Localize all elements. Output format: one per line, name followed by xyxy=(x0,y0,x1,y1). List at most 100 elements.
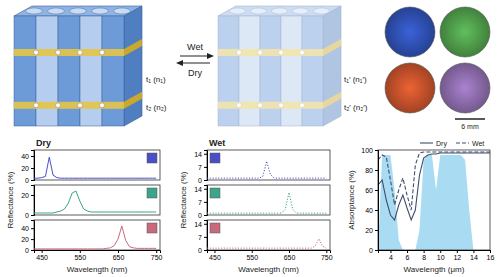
tick-mark xyxy=(204,237,207,238)
spectrum-line xyxy=(34,191,156,213)
tick-mark xyxy=(204,224,207,225)
tick-mark xyxy=(31,195,34,196)
legend: DryWet xyxy=(420,140,484,148)
axis: 46810121416 xyxy=(379,250,495,261)
tick: 40 xyxy=(365,207,378,214)
pillar-top xyxy=(48,8,65,14)
arrow-head xyxy=(176,60,183,66)
tick-label: 450 xyxy=(209,254,221,261)
color-swatch xyxy=(210,223,220,233)
tick-mark xyxy=(80,250,81,253)
tick-mark xyxy=(375,230,378,231)
sample-photo xyxy=(440,7,490,57)
axis-line xyxy=(31,221,35,251)
axis-line xyxy=(35,251,161,254)
tick: 20 xyxy=(21,236,34,243)
tick-mark xyxy=(457,250,458,253)
particle xyxy=(300,103,305,108)
tick: 6 xyxy=(406,250,410,261)
tick-mark xyxy=(440,250,441,253)
tick-label: 7 xyxy=(198,164,202,171)
y-axis-title: Absorptance (%) xyxy=(347,170,356,230)
layer-band-side xyxy=(323,39,341,56)
tick-label: 7 xyxy=(198,199,202,206)
tick: 60 xyxy=(365,187,378,194)
pillar-top xyxy=(292,8,308,14)
figure: t₁ (n₁)t₂ (n₂)t₁′ (n₁′)t₂′ (n₂′)WetDry6 … xyxy=(0,0,500,277)
tick-label: 550 xyxy=(74,254,86,261)
layer-band xyxy=(14,102,124,109)
tick: 20 xyxy=(21,165,34,172)
tick-mark xyxy=(375,150,378,151)
tick-label: 40 xyxy=(21,225,29,232)
tick-mark xyxy=(204,189,207,190)
axis-line xyxy=(375,151,379,251)
tick-label: 14 xyxy=(194,185,202,192)
color-swatch xyxy=(147,223,157,233)
tick-mark xyxy=(214,250,215,253)
plot-lines xyxy=(34,191,156,213)
tick: 7 xyxy=(198,199,207,206)
axis: 0714 xyxy=(194,220,207,253)
legend-label: Wet xyxy=(472,140,484,147)
label: Dry xyxy=(188,68,202,78)
tick: 80 xyxy=(365,167,378,174)
tick: 40 xyxy=(21,225,34,232)
tick-mark xyxy=(204,202,207,203)
color-swatch xyxy=(210,188,220,198)
tick-label: 20 xyxy=(21,236,29,243)
plot-lines xyxy=(207,193,326,214)
tick: 650 xyxy=(113,250,125,261)
tick: 650 xyxy=(284,250,296,261)
tick-label: 0 xyxy=(25,247,29,254)
layer-band xyxy=(218,102,323,109)
plot-lines xyxy=(34,226,156,249)
tick-label: 0 xyxy=(198,247,202,254)
tick-mark xyxy=(118,250,119,253)
tick: 550 xyxy=(246,250,258,261)
tick-mark xyxy=(289,250,290,253)
arrow xyxy=(180,56,210,57)
tick-label: 20 xyxy=(21,192,29,199)
spectrum-line xyxy=(207,239,326,248)
tick-mark xyxy=(31,228,34,229)
pillar xyxy=(102,16,124,126)
tick: 0 xyxy=(198,247,207,254)
plot-frame xyxy=(207,220,330,250)
tick-label: 80 xyxy=(365,167,373,174)
plot-frame xyxy=(34,150,160,180)
tick-mark xyxy=(42,250,43,253)
pillar xyxy=(14,16,36,126)
tick: 40 xyxy=(21,153,34,160)
label: 6 mm xyxy=(461,123,479,130)
particle xyxy=(100,50,105,55)
layer-band xyxy=(14,49,124,56)
pillar xyxy=(58,16,80,126)
tick: 750 xyxy=(321,250,333,261)
tick: 16 xyxy=(487,250,495,261)
absorptance-line xyxy=(378,152,490,210)
layer-band-side xyxy=(124,92,142,109)
legend-swatch xyxy=(456,142,469,143)
tick-label: 20 xyxy=(365,227,373,234)
arrow-head xyxy=(207,53,214,59)
tick: 750 xyxy=(151,250,163,261)
tick-mark xyxy=(31,239,34,240)
tick-mark xyxy=(31,180,34,181)
tick-label: 0 xyxy=(198,212,202,219)
layer-band-side xyxy=(124,39,142,56)
tick: 0 xyxy=(198,177,207,184)
tick: 8 xyxy=(422,250,426,261)
spectrum-line xyxy=(34,157,156,178)
tick-mark xyxy=(31,250,34,251)
tick-label: 0 xyxy=(369,247,373,254)
tick-mark xyxy=(375,250,378,251)
axis-line xyxy=(379,251,491,254)
pillar-top xyxy=(70,8,87,14)
tick-mark xyxy=(204,154,207,155)
tick-mark xyxy=(252,250,253,253)
particle xyxy=(258,103,263,108)
label: t₁′ (n₁′) xyxy=(344,75,367,84)
axis-line xyxy=(204,221,208,251)
tick-mark xyxy=(204,250,207,251)
